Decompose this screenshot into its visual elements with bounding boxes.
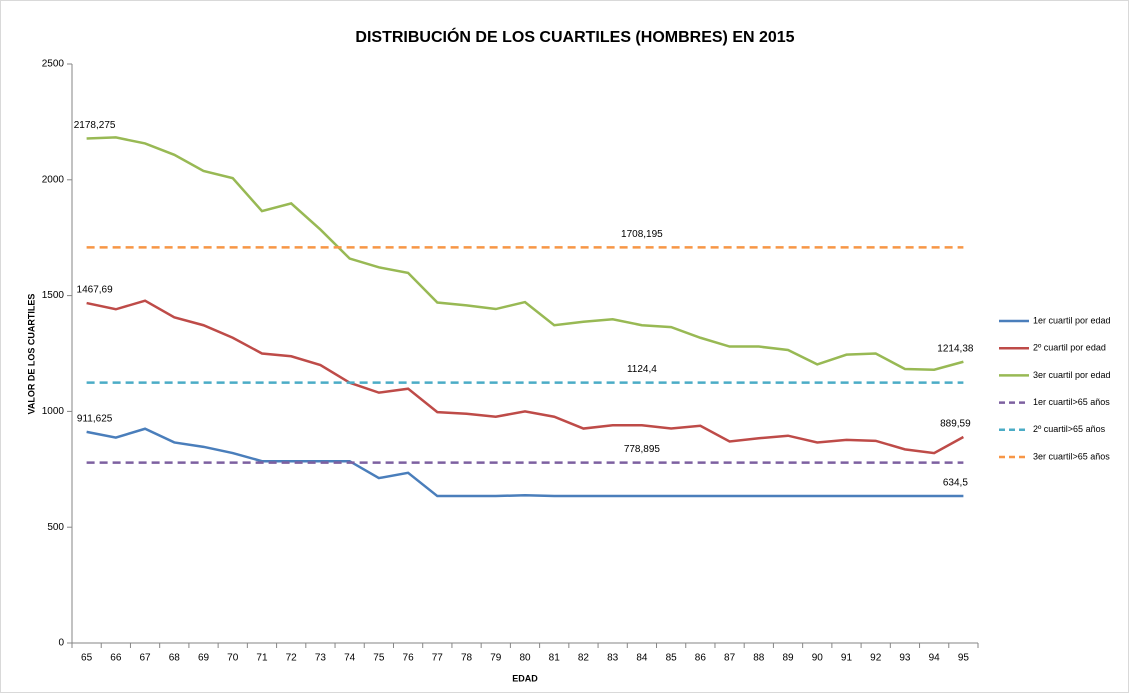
- legend-label: 3er cuartil>65 años: [1033, 451, 1110, 461]
- series-line: [86, 299, 964, 455]
- x-tick-label: 70: [227, 653, 239, 664]
- x-tick-label: 84: [636, 653, 648, 664]
- data-label: 1214,38: [937, 343, 974, 354]
- series-line: [86, 427, 964, 498]
- x-tick-label: 71: [256, 653, 268, 664]
- data-label: 778,895: [624, 444, 661, 455]
- y-tick-label: 2500: [42, 59, 65, 70]
- x-tick-label: 69: [198, 653, 210, 664]
- x-tick-label: 90: [812, 653, 824, 664]
- y-tick-label: 2000: [42, 174, 65, 185]
- x-tick-label: 94: [929, 653, 941, 664]
- x-tick-label: 87: [724, 653, 736, 664]
- y-axis-label: VALOR DE LOS CUARTILES: [26, 294, 36, 415]
- x-tick-label: 73: [315, 653, 327, 664]
- x-tick-label: 80: [519, 653, 531, 664]
- series-line: [86, 136, 964, 371]
- data-label: 634,5: [943, 478, 968, 489]
- x-tick-label: 93: [899, 653, 911, 664]
- x-tick-label: 75: [373, 653, 385, 664]
- data-label: 889,59: [940, 419, 971, 430]
- y-tick-label: 0: [58, 638, 64, 649]
- x-tick-label: 76: [403, 653, 415, 664]
- data-label: 1467,69: [77, 285, 114, 296]
- x-tick-label: 68: [169, 653, 181, 664]
- y-tick-label: 1000: [42, 406, 65, 417]
- x-tick-label: 81: [549, 653, 561, 664]
- x-tick-label: 89: [782, 653, 794, 664]
- data-label: 1124,4: [627, 364, 657, 375]
- data-label: 911,625: [77, 414, 113, 425]
- y-tick-label: 1500: [42, 290, 65, 301]
- x-tick-label: 79: [490, 653, 502, 664]
- x-tick-label: 82: [578, 653, 590, 664]
- x-tick-label: 85: [666, 653, 678, 664]
- x-tick-label: 86: [695, 653, 707, 664]
- x-tick-label: 66: [110, 653, 122, 664]
- x-tick-label: 74: [344, 653, 356, 664]
- x-tick-label: 83: [607, 653, 619, 664]
- x-tick-label: 65: [81, 653, 93, 664]
- x-tick-label: 77: [432, 653, 444, 664]
- legend-label: 2º cuartil por edad: [1033, 343, 1106, 353]
- data-label: 1708,195: [621, 229, 663, 240]
- x-tick-label: 78: [461, 653, 473, 664]
- x-tick-label: 92: [870, 653, 882, 664]
- x-tick-label: 88: [753, 653, 765, 664]
- x-tick-label: 67: [140, 653, 152, 664]
- legend-label: 2º cuartil>65 años: [1033, 424, 1106, 434]
- x-axis-label: EDAD: [512, 673, 538, 683]
- x-tick-label: 91: [841, 653, 853, 664]
- y-tick-label: 500: [47, 522, 64, 533]
- x-tick-label: 95: [958, 653, 970, 664]
- legend-label: 1er cuartil por edad: [1033, 315, 1111, 325]
- x-tick-label: 72: [286, 653, 298, 664]
- data-label: 2178,275: [74, 120, 116, 131]
- chart-title: DISTRIBUCIÓN DE LOS CUARTILES (HOMBRES) …: [355, 27, 794, 46]
- legend-label: 3er cuartil por edad: [1033, 370, 1111, 380]
- legend-label: 1er cuartil>65 años: [1033, 397, 1110, 407]
